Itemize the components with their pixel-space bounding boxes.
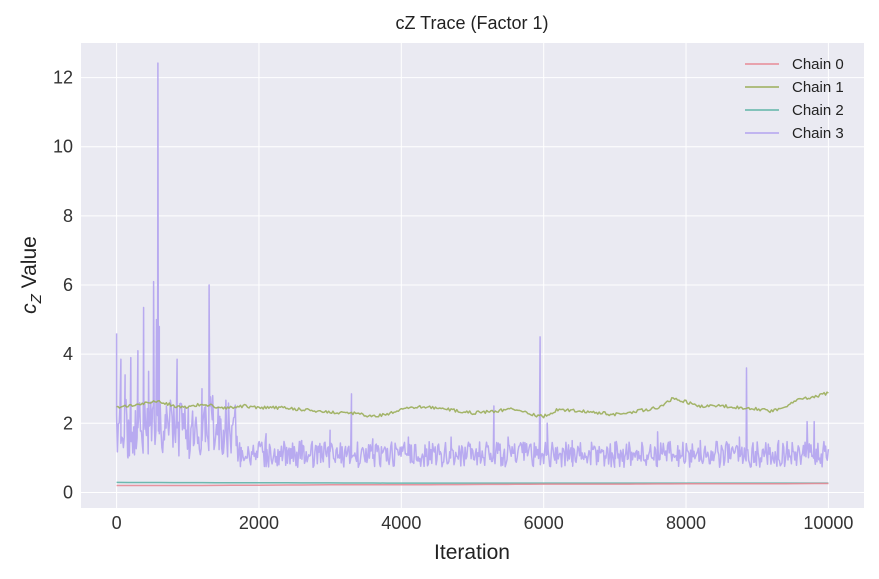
x-tick-label: 6000 bbox=[524, 513, 564, 533]
y-tick-label: 10 bbox=[53, 137, 73, 157]
chart-title: cZ Trace (Factor 1) bbox=[395, 13, 548, 33]
series-layer bbox=[115, 62, 830, 487]
x-axis-label: Iteration bbox=[434, 541, 510, 564]
y-tick-label: 12 bbox=[53, 68, 73, 88]
y-axis-label-text: Value bbox=[18, 236, 41, 294]
y-tick-label: 6 bbox=[63, 275, 73, 295]
y-axis-label-symbol: c bbox=[18, 303, 41, 314]
plot-area bbox=[81, 43, 864, 508]
y-tick-label: 0 bbox=[63, 482, 73, 502]
y-tick-label: 8 bbox=[63, 206, 73, 226]
legend-label: Chain 3 bbox=[792, 125, 844, 142]
grid bbox=[81, 43, 864, 508]
y-axis-label-subscript: Z bbox=[28, 293, 45, 304]
series-line-chain-1 bbox=[116, 391, 829, 419]
y-axis-label: cZ Value bbox=[18, 236, 45, 314]
legend: Chain 0 Chain 1 Chain 2 Chain 3 bbox=[745, 56, 844, 142]
ticks-layer: 0 2000 4000 6000 8000 10000 0 2 4 6 8 10 12 bbox=[53, 68, 853, 533]
x-tick-label: 8000 bbox=[666, 513, 706, 533]
x-tick-label: 0 bbox=[112, 513, 122, 533]
series-line-chain-2 bbox=[116, 481, 829, 484]
y-tick-label: 2 bbox=[63, 413, 73, 433]
legend-label: Chain 0 bbox=[792, 56, 844, 73]
series-line-chain-3 bbox=[115, 62, 830, 469]
series-line-chain-0 bbox=[116, 482, 829, 487]
x-tick-label: 4000 bbox=[381, 513, 421, 533]
x-tick-label: 2000 bbox=[239, 513, 279, 533]
x-tick-label: 10000 bbox=[803, 513, 853, 533]
legend-label: Chain 2 bbox=[792, 102, 844, 119]
legend-label: Chain 1 bbox=[792, 79, 844, 96]
y-tick-label: 4 bbox=[63, 344, 73, 364]
